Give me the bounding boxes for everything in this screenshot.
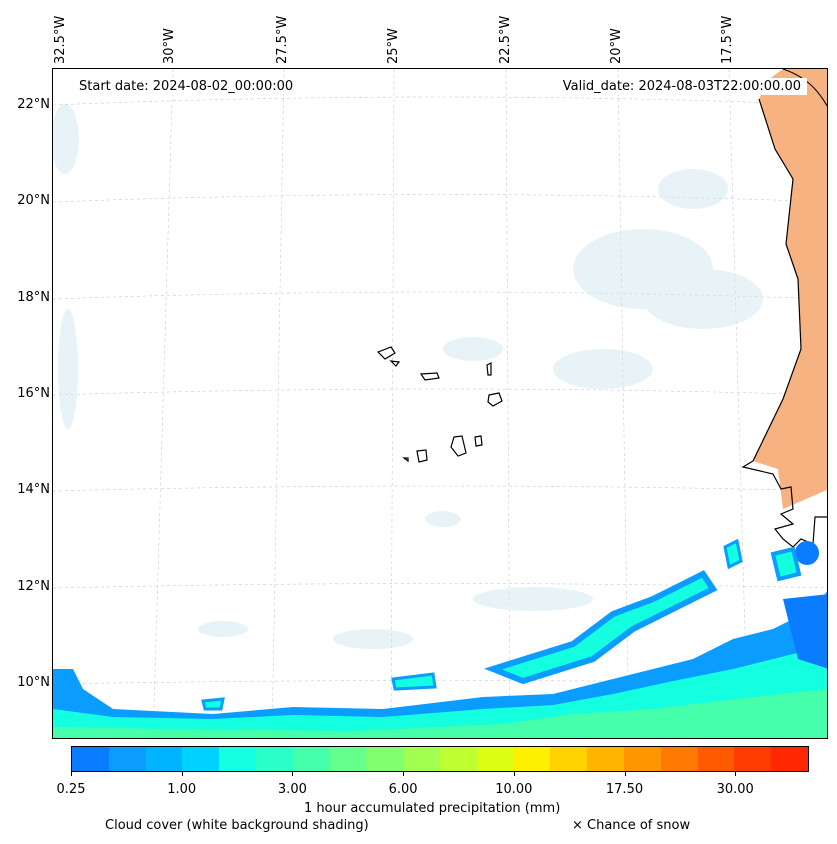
lat-label-22n: 22°N — [17, 97, 50, 112]
island-brava — [402, 457, 409, 463]
gridline-22n — [53, 96, 827, 106]
island-maio — [474, 435, 483, 447]
island-santo-antao — [376, 346, 396, 360]
island-boa-vista — [487, 392, 503, 407]
start-date-label: Start date: 2024-08-02_00:00:00 — [73, 78, 300, 95]
cloud-cover-legend: Cloud cover (white background shading) — [105, 818, 369, 833]
island-santiago — [450, 435, 467, 457]
gridline-17-5w — [728, 69, 749, 738]
colorbar-cell — [623, 747, 661, 771]
colorbar-tick-mark — [513, 772, 515, 776]
island-sal — [486, 362, 492, 376]
colorbar-cell — [108, 747, 146, 771]
gridline-16n — [53, 388, 827, 396]
colorbar-cell — [587, 747, 624, 771]
gridline-10n — [53, 680, 827, 685]
snow-legend: × Chance of snow — [572, 818, 691, 833]
colorbar-cell — [660, 747, 698, 771]
lat-label-14n: 14°N — [17, 482, 50, 497]
lon-label-22-5w: 22.5°W — [498, 15, 513, 64]
colorbar-tick-label: 6.00 — [388, 782, 418, 797]
lon-label-25w: 25°W — [386, 28, 401, 64]
colorbar-cell — [182, 747, 220, 771]
colorbar-tick-mark — [71, 772, 72, 776]
precipitation-colorbar — [71, 746, 809, 772]
precip-band-green — [53, 689, 827, 738]
lat-label-16n: 16°N — [17, 386, 50, 401]
cape-verde-islands — [376, 346, 503, 463]
colorbar-cell — [292, 747, 330, 771]
island-sao-nicolau — [419, 372, 440, 381]
land-heat-shading — [753, 69, 827, 509]
gridline-12n — [53, 583, 827, 589]
precip-cell-small — [723, 538, 743, 570]
colorbar-cell — [771, 747, 808, 771]
colorbar-cell — [329, 747, 367, 771]
island-sao-vicente — [389, 360, 401, 367]
colorbar-cell — [403, 747, 440, 771]
gridline-20n — [53, 194, 827, 203]
precip-cell-west — [201, 697, 225, 711]
colorbar-tick-label: 1.00 — [167, 782, 197, 797]
gridline-18n — [53, 291, 827, 300]
colorbar-tick-mark — [624, 772, 626, 776]
lon-label-27-5w: 27.5°W — [275, 15, 290, 64]
colorbar-cell — [219, 747, 256, 771]
colorbar-tick-label: 30.00 — [716, 782, 754, 797]
colorbar-cell — [513, 747, 551, 771]
precipitation-field — [53, 538, 827, 738]
lon-label-17-5w: 17.5°W — [720, 15, 735, 64]
map-canvas — [53, 69, 827, 738]
colorbar-tick-label: 0.25 — [56, 782, 86, 797]
colorbar-cell — [476, 747, 514, 771]
gridline-22-5w — [505, 69, 511, 738]
valid-date-label: Valid_date: 2024-08-03T22:00:00.00 — [556, 78, 807, 95]
lon-label-30w: 30°W — [162, 28, 177, 64]
precip-cell-mid — [391, 672, 437, 691]
precip-cell-coast — [770, 546, 802, 582]
colorbar-cell — [734, 747, 772, 771]
graticule — [53, 69, 827, 738]
colorbar-label: 1 hour accumulated precipitation (mm) — [304, 801, 561, 816]
lon-label-20w: 20°W — [609, 28, 624, 64]
lat-label-10n: 10°N — [17, 675, 50, 690]
colorbar-cell — [439, 747, 477, 771]
map-panel[interactable]: Start date: 2024-08-02_00:00:00 Valid_da… — [52, 68, 828, 739]
cloud-shading — [53, 104, 763, 649]
colorbar-cell — [550, 747, 588, 771]
colorbar-tick-label: 3.00 — [277, 782, 307, 797]
gridline-27-5w — [271, 69, 285, 738]
colorbar-tick-label: 10.00 — [495, 782, 533, 797]
lon-label-32-5w: 32.5°W — [53, 15, 68, 64]
colorbar-tick-mark — [181, 772, 183, 776]
colorbar-cell — [366, 747, 404, 771]
precip-arc-central — [484, 570, 718, 685]
lat-label-20n: 20°N — [17, 193, 50, 208]
colorbar-cell — [697, 747, 735, 771]
lat-label-18n: 18°N — [17, 290, 50, 305]
precip-cell-east — [783, 594, 827, 669]
lat-label-12n: 12°N — [17, 579, 50, 594]
colorbar-tick-mark — [735, 772, 737, 776]
colorbar-cell — [145, 747, 183, 771]
colorbar-cell — [72, 747, 109, 771]
coastline-mainland — [752, 98, 802, 462]
precip-cell-guinea — [795, 541, 819, 565]
colorbar-tick-label: 17.50 — [605, 782, 644, 797]
gridline-14n — [53, 485, 827, 492]
colorbar-tick-mark — [292, 772, 294, 776]
gridline-25w — [390, 69, 395, 738]
coastline-north — [782, 69, 827, 107]
colorbar-tick-mark — [403, 772, 405, 776]
island-fogo — [416, 449, 428, 463]
colorbar-cell — [255, 747, 293, 771]
gridline-30w — [152, 69, 174, 738]
